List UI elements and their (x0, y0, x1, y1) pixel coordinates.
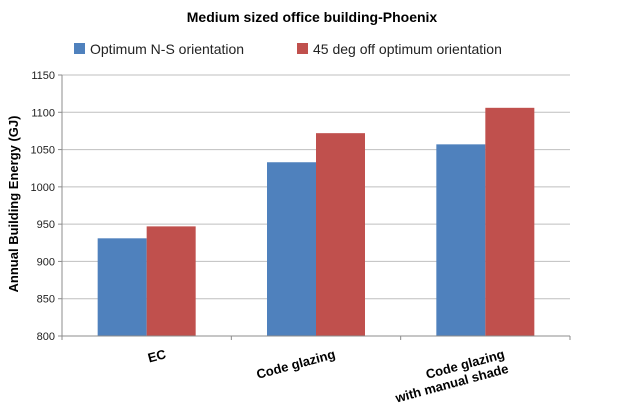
y-tick-label: 800 (37, 331, 55, 343)
legend: Optimum N-S orientation 45 deg off optim… (74, 41, 502, 57)
y-tick-label: 850 (37, 294, 55, 306)
bar-series-2 (146, 226, 196, 336)
y-tick-label: 1150 (31, 70, 55, 82)
y-tick-label: 900 (37, 256, 55, 268)
bar-series-1 (267, 162, 316, 336)
y-tick-label: 1100 (31, 107, 55, 119)
x-tick-label: Code glazing (255, 346, 337, 381)
chart-title: Medium sized office building-Phoenix (187, 9, 438, 25)
legend-swatch-series-2 (297, 43, 308, 54)
axes (61, 75, 571, 340)
y-axis-label: Annual Building Energy (GJ) (6, 116, 21, 293)
x-tick-label-line: EC (146, 346, 168, 365)
x-tick-label-line: Code glazing (255, 346, 337, 381)
bar-series-2 (316, 133, 365, 336)
bar-series-2 (485, 107, 535, 336)
y-tick-label: 950 (37, 219, 55, 231)
y-tick-label: 1000 (31, 182, 55, 194)
bar-series-1 (436, 144, 486, 336)
bar-series-1 (97, 238, 147, 336)
y-axis-ticks: 800 850 900 950 1000 1050 1100 1150 (31, 70, 62, 343)
legend-label-series-2: 45 deg off optimum orientation (313, 41, 502, 57)
legend-label-series-1: Optimum N-S orientation (90, 41, 244, 57)
legend-swatch-series-1 (74, 43, 85, 54)
y-tick-label: 1050 (31, 145, 55, 157)
x-tick-label: EC (146, 346, 168, 365)
bars (97, 107, 535, 336)
